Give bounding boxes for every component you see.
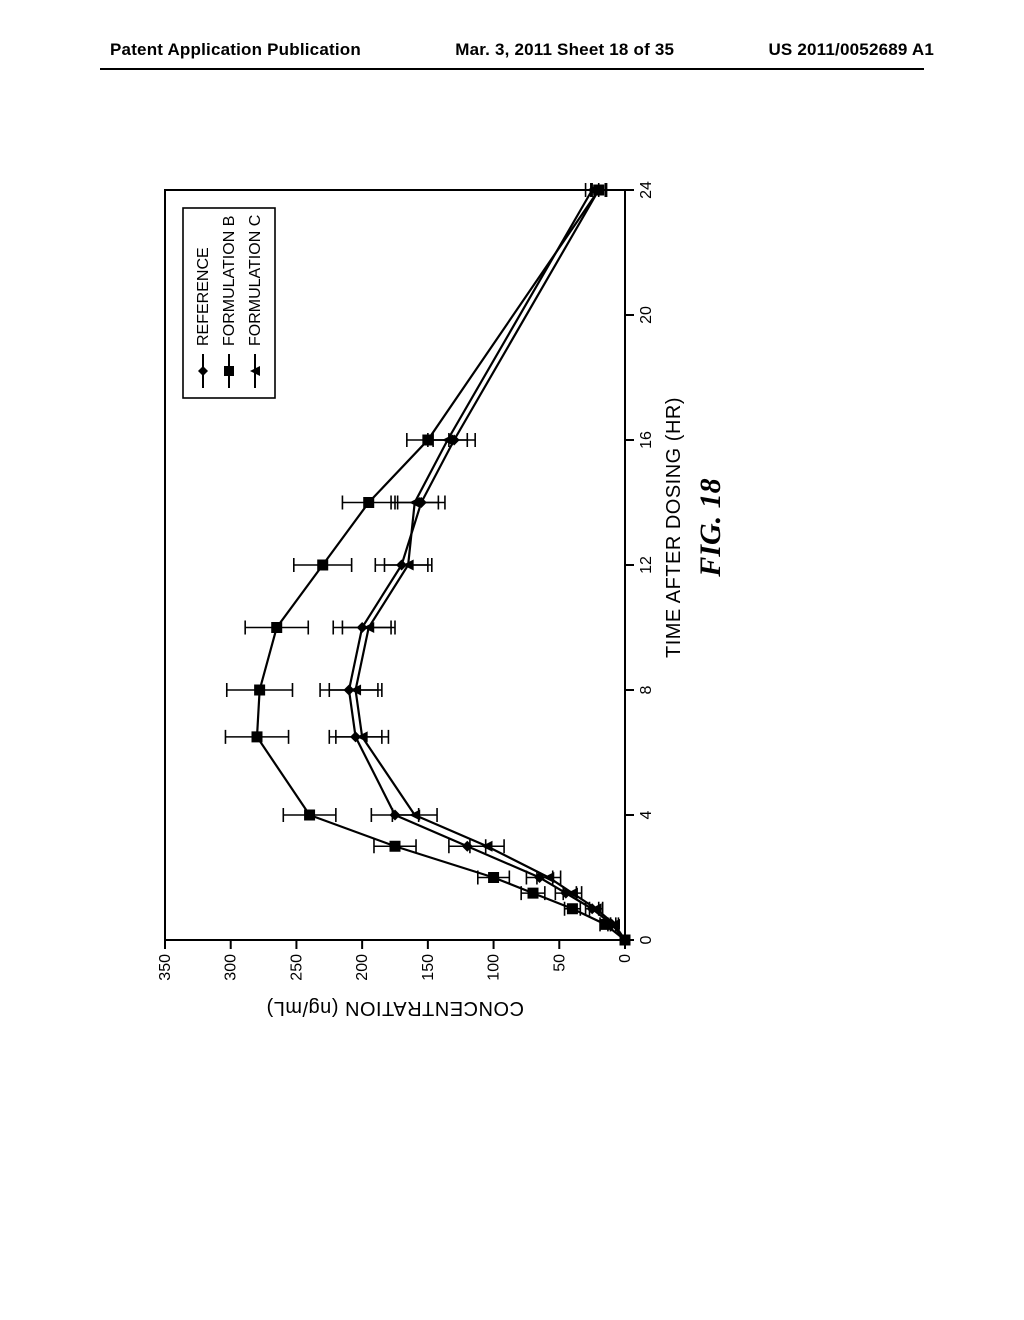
svg-text:12: 12 [638, 556, 655, 574]
legend-label: FORMULATION B [221, 216, 238, 346]
svg-text:24: 24 [638, 181, 655, 199]
svg-text:100: 100 [486, 954, 503, 981]
figure-label: FIG. 18 [694, 478, 727, 577]
header-center: Mar. 3, 2011 Sheet 18 of 35 [455, 40, 674, 60]
chart-svg: 0 4 8 12 16 20 24 0 50 100 150 200 250 300 350 TIME AFT… [145, 170, 885, 1070]
ylabel: CONCENTRATION (ng/mL) [266, 997, 524, 1019]
svg-text:4: 4 [638, 810, 655, 819]
legend-label: FORMULATION C [247, 215, 264, 346]
svg-text:16: 16 [638, 431, 655, 449]
svg-text:0: 0 [638, 935, 655, 944]
page: { "header": { "left": "Patent Applicatio… [0, 0, 1024, 1320]
svg-text:250: 250 [288, 954, 305, 981]
svg-text:8: 8 [638, 685, 655, 694]
concentration-chart: 0 4 8 12 16 20 24 0 50 100 150 200 250 300 350 TIME AFT… [145, 170, 885, 1070]
svg-text:0: 0 [617, 954, 634, 963]
header-rule [100, 68, 924, 70]
svg-text:150: 150 [420, 954, 437, 981]
xlabel: TIME AFTER DOSING (HR) [663, 397, 685, 658]
svg-text:200: 200 [354, 954, 371, 981]
legend-label: REFERENCE [195, 247, 212, 346]
header-left: Patent Application Publication [110, 40, 361, 60]
svg-text:20: 20 [638, 306, 655, 324]
svg-text:350: 350 [157, 954, 174, 981]
header-right: US 2011/0052689 A1 [768, 40, 934, 60]
page-header: Patent Application Publication Mar. 3, 2… [0, 40, 1024, 60]
svg-text:50: 50 [551, 954, 568, 972]
svg-text:300: 300 [223, 954, 240, 981]
